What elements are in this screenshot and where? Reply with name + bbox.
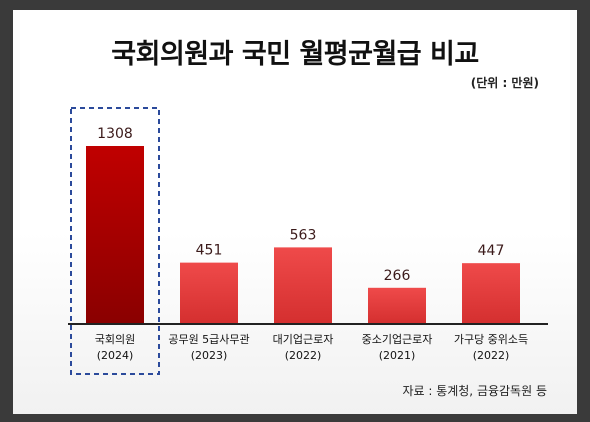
- bar-value-label: 563: [290, 227, 317, 243]
- category-year-label: (2022): [473, 349, 510, 362]
- category-label: 중소기업근로자: [362, 333, 433, 346]
- category-year-label: (2022): [285, 349, 322, 362]
- category-label: 대기업근로자: [273, 333, 334, 346]
- highlight-box: [70, 107, 160, 375]
- chart-frame: 국회의원과 국민 월평균월급 비교 (단위 : 만원) 1308 국회의원 (202…: [13, 10, 577, 414]
- bar-value-label: 451: [196, 243, 223, 259]
- category-year-label: (2021): [379, 349, 416, 362]
- category-year-label: (2023): [191, 349, 228, 362]
- bar: [462, 263, 520, 324]
- category-label: 가구당 중위소득: [454, 333, 528, 346]
- category-label: 국회의원: [95, 333, 135, 346]
- bar-value-label: 447: [478, 243, 505, 259]
- bar: [86, 146, 144, 324]
- bar-chart: 1308 국회의원 (2024) 451 공무원 5급사무관 (2023) 563 대기업근로…: [68, 107, 548, 375]
- unit-note: (단위 : 만원): [470, 76, 539, 90]
- chart-title: 국회의원과 국민 월평균월급 비교: [111, 39, 479, 70]
- category-year-label: (2024): [97, 349, 134, 362]
- category-label: 공무원 5급사무관: [168, 333, 249, 346]
- bar-value-label: 1308: [97, 126, 133, 142]
- bar: [180, 262, 238, 324]
- bar-value-label: 266: [384, 268, 411, 284]
- bar: [274, 247, 332, 324]
- source-note: 자료 : 통계청, 금융감독원 등: [402, 384, 547, 398]
- bar: [368, 287, 426, 324]
